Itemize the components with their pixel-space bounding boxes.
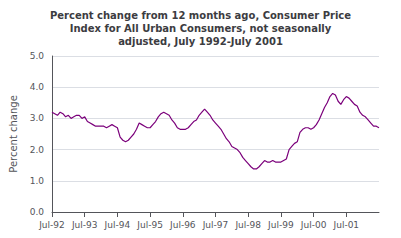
svg-text:Jul-97: Jul-97 <box>202 220 229 230</box>
svg-text:Percent change from 12 months: Percent change from 12 months ago, Consu… <box>50 10 351 21</box>
svg-text:4.0: 4.0 <box>30 82 45 92</box>
svg-text:Jul-94: Jul-94 <box>104 220 131 230</box>
svg-text:Jul-92: Jul-92 <box>38 220 65 230</box>
svg-text:0.0: 0.0 <box>30 207 45 217</box>
svg-text:Jul-96: Jul-96 <box>169 220 196 230</box>
svg-text:Jul-98: Jul-98 <box>234 220 261 230</box>
svg-text:2.0: 2.0 <box>30 145 45 155</box>
svg-text:5.0: 5.0 <box>30 51 45 61</box>
svg-text:Jul-93: Jul-93 <box>71 220 98 230</box>
svg-text:Jul-00: Jul-00 <box>300 220 327 230</box>
svg-text:Percent change: Percent change <box>8 95 19 173</box>
svg-text:Index for All Urban Consumers,: Index for All Urban Consumers, not seaso… <box>70 23 332 34</box>
svg-text:Jul-01: Jul-01 <box>333 220 360 230</box>
svg-text:3.0: 3.0 <box>30 113 45 123</box>
svg-text:adjusted, July 1992-July 2001: adjusted, July 1992-July 2001 <box>118 36 283 47</box>
svg-text:Jul-99: Jul-99 <box>267 220 294 230</box>
svg-text:1.0: 1.0 <box>30 176 45 186</box>
svg-text:Jul-95: Jul-95 <box>136 220 163 230</box>
